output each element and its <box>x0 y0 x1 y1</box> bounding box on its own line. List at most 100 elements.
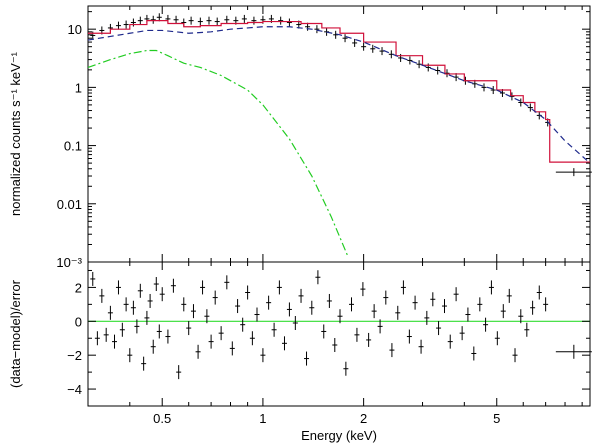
residual-data-point <box>103 327 109 342</box>
spectrum-data-point <box>407 56 413 65</box>
spectrum-data-point <box>416 60 422 69</box>
residual-data-point <box>315 270 321 285</box>
spectrum-data-point <box>214 17 220 26</box>
residual-data-point <box>383 290 389 305</box>
residual-data-point <box>543 297 549 312</box>
residual-data-point <box>147 293 153 308</box>
residual-data-point <box>144 310 150 325</box>
residual-data-point <box>536 285 542 300</box>
residual-data-point <box>321 324 327 339</box>
residual-data-point <box>212 290 218 305</box>
residual-data-point <box>107 305 113 320</box>
spectrum-y-axis-label: normalized counts s⁻¹ keV⁻¹ <box>8 51 23 216</box>
spectrum-data-point <box>286 18 292 27</box>
residual-data-point <box>298 288 304 303</box>
residual-data-point <box>412 295 418 310</box>
residual-data-point <box>281 336 287 351</box>
y-tick-label: 0.01 <box>57 197 82 212</box>
spectrum-data-point <box>342 34 348 43</box>
residual-y-axis-label: (data−model)/error <box>8 279 23 388</box>
residual-data-point <box>176 365 182 380</box>
spectrum-data-point <box>518 98 524 107</box>
spectrum-data-point <box>241 14 247 23</box>
residual-data-point <box>224 275 230 290</box>
residual-data-point <box>354 327 360 342</box>
residual-data-point <box>377 319 383 334</box>
residual-data-point <box>156 324 162 339</box>
y-tick-label: −4 <box>67 382 82 397</box>
spectrum-data-point <box>314 25 320 34</box>
residual-data-point <box>115 280 121 295</box>
residual-data-point <box>249 331 255 346</box>
spectrum-data-point <box>435 66 441 75</box>
residual-data-point <box>389 343 395 358</box>
residual-data-point <box>465 307 471 322</box>
residual-data-point <box>181 297 187 312</box>
spectrum-data-point <box>150 15 156 24</box>
residual-series <box>88 270 592 380</box>
spectrum-data-point <box>278 16 284 25</box>
residual-data-point <box>286 302 292 317</box>
x-tick-label: 0.5 <box>153 411 171 426</box>
residual-data-point <box>360 282 366 297</box>
spectrum-data-point <box>115 21 121 30</box>
spectrum-data-point <box>197 17 203 26</box>
residual-data-point <box>119 322 125 337</box>
residual-data-point <box>500 304 506 319</box>
residual-data-point <box>292 315 298 330</box>
residual-data-point <box>271 322 277 337</box>
residual-data-point <box>200 280 206 295</box>
y-tick-label: 10 <box>68 22 82 37</box>
residual-data-point <box>208 334 214 349</box>
residual-data-point <box>123 297 129 312</box>
spectrum-panel: 10 1 0.1 0.01 10⁻³ normalized counts s⁻¹ keV… <box>8 5 592 270</box>
residual-data-point <box>204 309 210 324</box>
residual-data-point <box>332 338 338 353</box>
residual-data-point <box>159 287 165 302</box>
residual-data-point <box>94 331 100 346</box>
total-model-line <box>88 20 590 163</box>
residual-data-point <box>137 283 143 298</box>
residual-data-point <box>459 326 465 341</box>
x-axis-label: Energy (keV) <box>301 428 377 443</box>
spectrum-data-point <box>425 63 431 72</box>
residual-data-point <box>260 348 266 363</box>
residual-data-point <box>343 361 349 376</box>
spectrum-data-point <box>490 86 496 95</box>
residual-data-point <box>150 339 156 354</box>
spectrum-data-point <box>123 20 129 29</box>
spectrum-data-point <box>130 18 136 27</box>
residual-data-point <box>430 292 436 307</box>
spectrum-data-point <box>370 44 376 53</box>
residual-data-point <box>349 297 355 312</box>
residual-data-point <box>127 348 133 363</box>
residual-data-point <box>99 288 105 303</box>
spectrum-data-point <box>224 15 230 24</box>
x-tick-label: 5 <box>493 411 500 426</box>
y-tick-label: 10⁻³ <box>56 255 82 270</box>
y-tick-label: 0 <box>75 314 82 329</box>
residual-data-point <box>229 341 235 356</box>
spectrum-data-point <box>188 16 194 25</box>
residual-data-point <box>418 339 424 354</box>
residual-data-point <box>488 280 494 295</box>
x-tick-label: 2 <box>360 411 367 426</box>
spectrum-data-point <box>156 13 162 22</box>
spectrum-data-point <box>361 42 367 51</box>
residual-data-point <box>366 332 372 347</box>
spectrum-data-point <box>352 38 358 47</box>
residual-data-point <box>555 344 592 359</box>
dashed-component-line <box>87 26 591 164</box>
y-tick-label: 0.1 <box>64 139 82 154</box>
residual-data-point <box>471 346 477 361</box>
spectrum-data-point <box>206 16 212 25</box>
residual-data-point <box>453 287 459 302</box>
residual-data-point <box>235 299 241 314</box>
residual-data-point <box>524 322 530 337</box>
residual-data-point <box>395 305 401 320</box>
residual-data-point <box>512 348 518 363</box>
residual-data-point <box>266 295 272 310</box>
residual-data-point <box>165 329 171 344</box>
residual-data-point <box>304 351 310 366</box>
